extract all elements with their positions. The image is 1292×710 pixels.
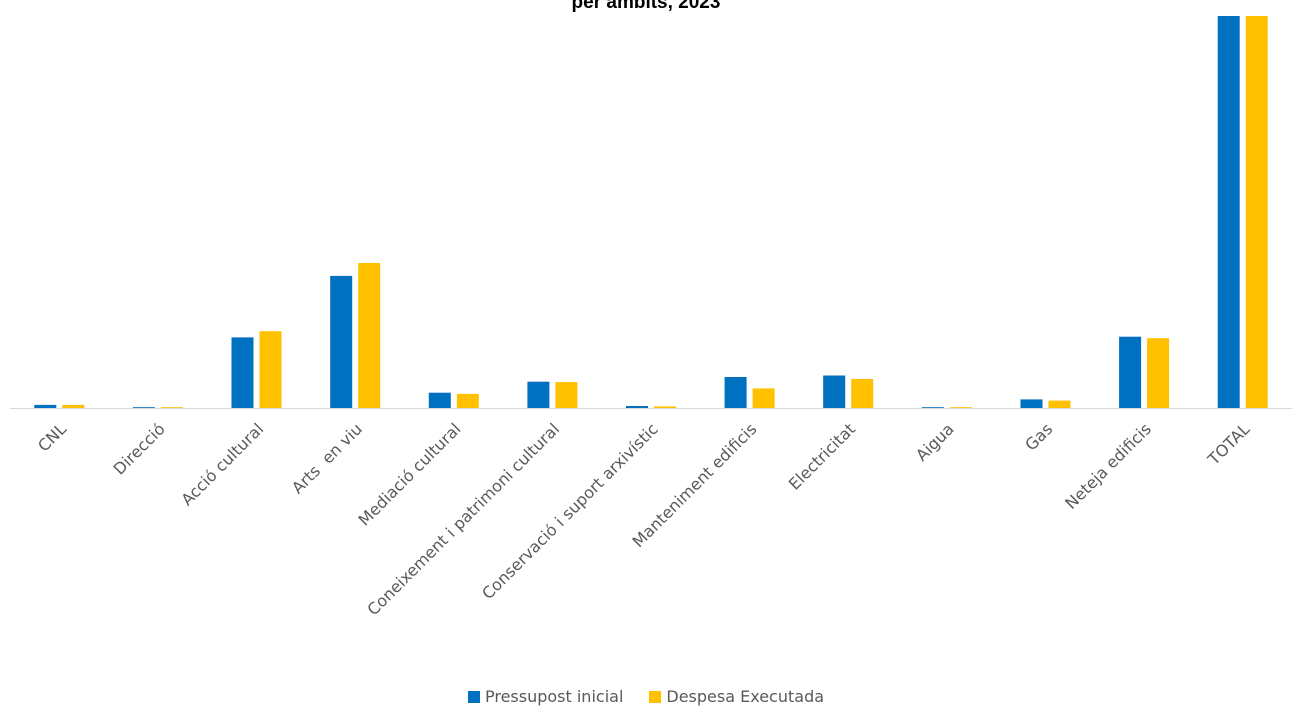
bar-pressupost-inicial-accio-cultural [231,337,254,408]
bar-pressupost-inicial-direccio [132,407,155,408]
legend: Pressupost inicial Despesa Executada [0,687,1292,706]
bar-despesa-executada-cnl [62,404,85,408]
bar-despesa-executada-arts-en-viu [358,263,381,408]
bar-chart: CNL Direcció Acció cultural Arts en viuMedi… [10,16,1292,619]
category-labels-group: CNL Direcció Acció cultural Arts en viuMedi… [34,419,1254,619]
bar-despesa-executada-manteniment-edificis [752,388,775,408]
bar-despesa-executada-gas [1048,400,1071,408]
bars-group [34,16,1268,408]
x-tick-label-mediacio-cultural: Mediació cultural [354,419,464,529]
bar-pressupost-inicial-total [1217,16,1240,408]
bar-despesa-executada-direccio [160,407,183,408]
bar-pressupost-inicial-aigua [921,407,944,408]
x-tick-label-direccio: Direcció [110,419,169,478]
x-tick-label-aigua: Aigua [912,419,958,465]
x-tick-label-total: TOTAL [1203,419,1253,469]
x-tick-label-gas: Gas [1021,419,1056,454]
bar-pressupost-inicial-neteja-edificis [1119,336,1142,408]
legend-label-despesa-executada: Despesa Executada [666,687,825,706]
bar-despesa-executada-electricitat [851,379,874,408]
bar-despesa-executada-neteja-edificis [1147,338,1170,408]
x-tick-label-cnl: CNL [34,419,70,455]
chart-title: per ambits, 2023 [571,0,721,13]
legend-swatch-despesa-executada [649,690,662,703]
bar-despesa-executada-conservacio-i-suport-arxivistic [654,406,676,408]
legend-item-pressupost-inicial: Pressupost inicial [467,687,624,706]
bar-despesa-executada-total [1245,16,1268,408]
legend-item-despesa-executada: Despesa Executada [649,687,824,706]
x-tick-label-conservacio-i-suport-arxivistic: Conservació i suport arxivístic [478,419,662,603]
x-tick-label-accio-cultural: Acció cultural [177,419,267,509]
bar-despesa-executada-coneixement-i-patrimoni-cultural [555,382,578,408]
bar-despesa-executada-mediacio-cultural [456,393,479,408]
bar-pressupost-inicial-cnl [34,404,57,408]
bar-pressupost-inicial-conservacio-i-suport-arxivistic [626,406,648,408]
bar-despesa-executada-accio-cultural [259,331,282,408]
legend-swatch-pressupost-inicial [467,690,480,703]
x-tick-label-arts-en-viu: Arts en viu [288,419,366,497]
x-tick-label-electricitat: Electricitat [785,419,859,493]
bar-pressupost-inicial-mediacio-cultural [428,392,451,408]
bar-despesa-executada-aigua [949,407,972,408]
bar-pressupost-inicial-coneixement-i-patrimoni-cultural [527,381,550,408]
x-tick-label-neteja-edificis: Neteja edificis [1061,419,1155,513]
bar-pressupost-inicial-electricitat [823,375,846,408]
legend-label-pressupost-inicial: Pressupost inicial [484,687,624,706]
bar-pressupost-inicial-arts-en-viu [330,275,353,408]
bar-pressupost-inicial-manteniment-edificis [724,377,747,408]
x-tick-label-coneixement-i-patrimoni-cultural: Coneixement i patrimoni cultural [363,419,563,619]
bar-pressupost-inicial-gas [1020,399,1043,408]
